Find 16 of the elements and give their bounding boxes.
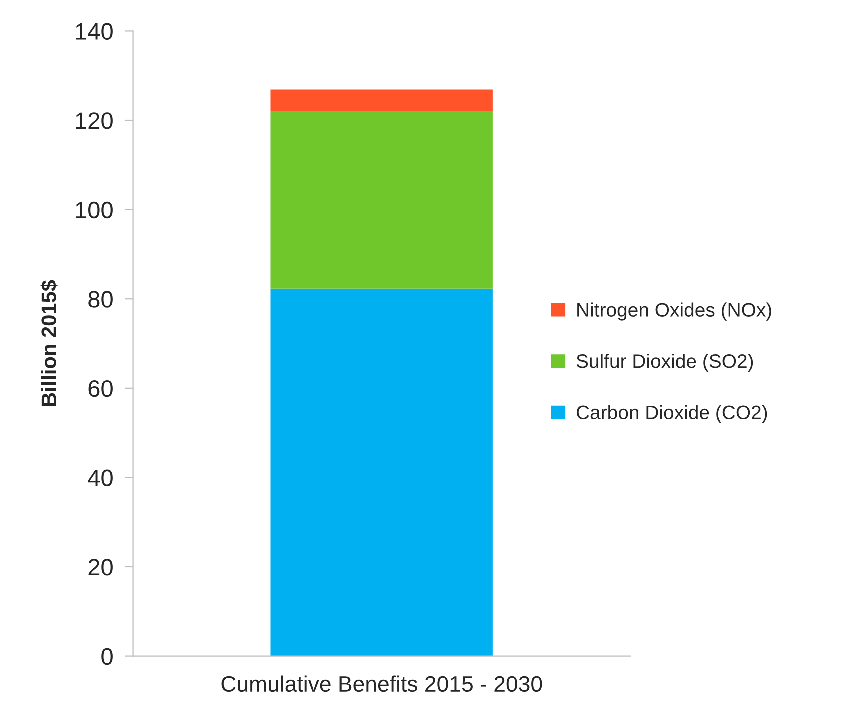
y-tick-label: 100 [76,202,113,219]
y-tick-label: 0 [102,648,113,666]
bar [270,288,493,656]
y-tick-label: 40 [88,470,113,486]
y-tick-label: 20 [88,559,113,576]
x-tick-label: Cumulative Benefits 2015 - 2030 [222,676,542,692]
y-tick-label: 80 [88,291,113,308]
legend-label: Nitrogen Oxides (NOx) [578,302,772,321]
legend-label: Carbon Dioxide (CO2) [576,405,768,424]
bar [270,90,493,112]
y-tick-label: 140 [76,23,113,40]
y-tick-label: 60 [88,380,113,398]
bar [270,111,493,289]
y-tick-label: 120 [76,112,113,130]
legend-label: Sulfur Dioxide (SO2) [576,354,754,372]
y-axis-title: Billion 2015$ [40,280,58,406]
